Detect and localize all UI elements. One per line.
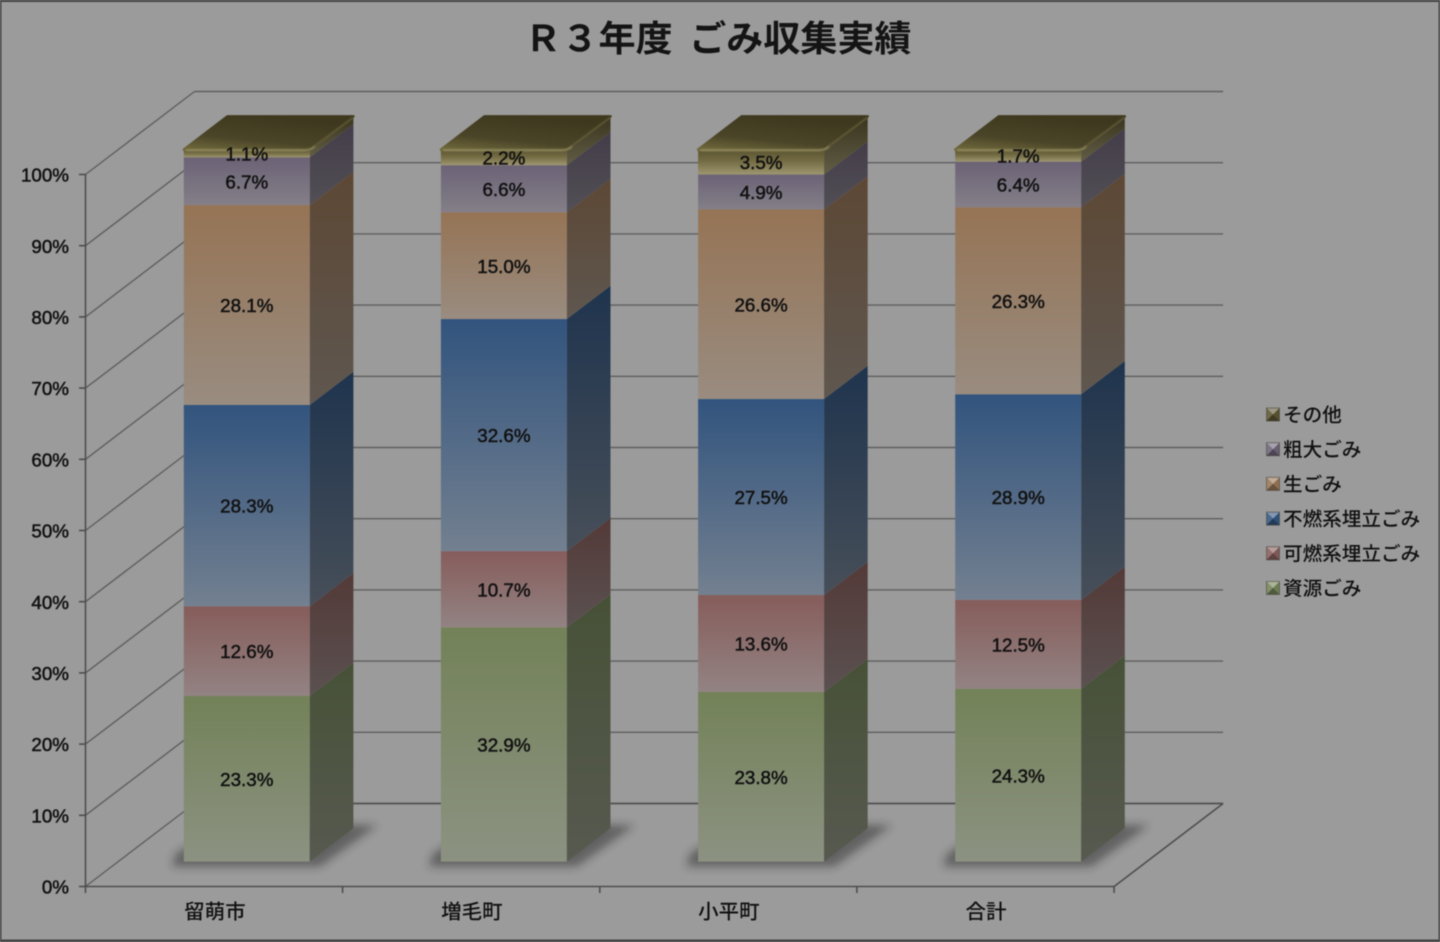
svg-text:70%: 70% xyxy=(31,378,69,399)
svg-text:24.3%: 24.3% xyxy=(992,765,1046,786)
svg-text:26.3%: 26.3% xyxy=(992,291,1046,312)
svg-text:6.4%: 6.4% xyxy=(997,175,1040,196)
svg-text:12.5%: 12.5% xyxy=(992,634,1046,655)
svg-text:10.7%: 10.7% xyxy=(477,579,531,600)
svg-text:12.6%: 12.6% xyxy=(220,641,274,662)
svg-text:30%: 30% xyxy=(31,663,69,684)
svg-text:28.1%: 28.1% xyxy=(220,295,274,316)
svg-text:6.7%: 6.7% xyxy=(225,171,268,192)
svg-text:50%: 50% xyxy=(31,521,69,542)
svg-text:27.5%: 27.5% xyxy=(734,487,788,508)
svg-text:15.0%: 15.0% xyxy=(477,256,531,277)
svg-text:3.5%: 3.5% xyxy=(740,152,783,173)
svg-text:90%: 90% xyxy=(31,236,69,257)
svg-text:1.1%: 1.1% xyxy=(225,144,268,165)
svg-text:100%: 100% xyxy=(21,165,69,186)
svg-text:40%: 40% xyxy=(31,592,69,613)
svg-text:32.6%: 32.6% xyxy=(477,425,531,446)
svg-text:23.8%: 23.8% xyxy=(734,767,788,788)
svg-text:26.6%: 26.6% xyxy=(734,294,788,315)
svg-text:10%: 10% xyxy=(31,805,69,826)
svg-text:1.7%: 1.7% xyxy=(997,146,1040,167)
svg-text:13.6%: 13.6% xyxy=(734,634,788,655)
svg-text:60%: 60% xyxy=(31,449,69,470)
svg-text:6.6%: 6.6% xyxy=(482,179,525,200)
svg-text:28.9%: 28.9% xyxy=(992,487,1046,508)
svg-text:23.3%: 23.3% xyxy=(220,769,274,790)
svg-text:20%: 20% xyxy=(31,734,69,755)
svg-text:0%: 0% xyxy=(42,877,69,898)
svg-text:32.9%: 32.9% xyxy=(477,735,531,756)
svg-text:2.2%: 2.2% xyxy=(482,148,525,169)
svg-text:28.3%: 28.3% xyxy=(220,496,274,517)
svg-text:4.9%: 4.9% xyxy=(740,182,783,203)
svg-text:80%: 80% xyxy=(31,307,69,328)
